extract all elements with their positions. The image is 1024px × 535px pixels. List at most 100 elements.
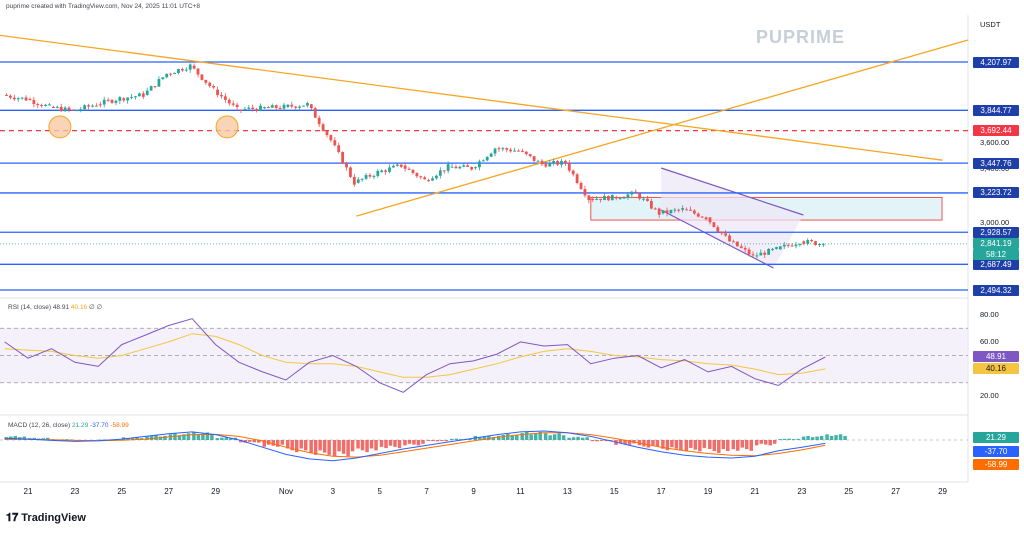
macd-line[interactable]	[4, 430, 826, 462]
candle-body[interactable]	[638, 193, 642, 199]
current-price-label[interactable]: 2,841.19	[973, 238, 1019, 250]
candle-body[interactable]	[708, 217, 712, 223]
macd-histogram-bar[interactable]	[440, 440, 444, 441]
candle-body[interactable]	[798, 243, 802, 245]
macd-histogram-bar[interactable]	[158, 436, 163, 440]
macd-histogram-bar[interactable]	[487, 435, 491, 440]
candle-body[interactable]	[118, 97, 122, 101]
macd-histogram-bar[interactable]	[280, 440, 285, 445]
candle-body[interactable]	[247, 107, 251, 109]
macd-histogram-bar[interactable]	[670, 440, 674, 448]
candle-body[interactable]	[755, 255, 759, 257]
signal-value-label[interactable]: -58.99	[973, 458, 1019, 470]
candle-body[interactable]	[821, 243, 825, 245]
candle-body[interactable]	[450, 166, 454, 168]
candle-body[interactable]	[352, 176, 356, 185]
candle-body[interactable]	[442, 170, 446, 172]
candle-body[interactable]	[700, 216, 704, 218]
candle-body[interactable]	[446, 164, 450, 171]
macd-histogram-bar[interactable]	[571, 437, 576, 440]
candle-body[interactable]	[192, 65, 196, 69]
macd-histogram-bar[interactable]	[332, 440, 337, 457]
candle-body[interactable]	[313, 108, 317, 118]
macd-value-label[interactable]: -37.70	[973, 445, 1019, 457]
candle-body[interactable]	[388, 167, 391, 172]
macd-histogram-bar[interactable]	[515, 434, 519, 440]
candle-body[interactable]	[470, 166, 473, 170]
candle-body[interactable]	[661, 210, 665, 214]
candle-body[interactable]	[720, 231, 724, 234]
candle-body[interactable]	[94, 105, 98, 107]
macd-histogram-bar[interactable]	[491, 437, 496, 440]
descending-trendline[interactable]	[0, 34, 943, 161]
macd-histogram-bar[interactable]	[412, 440, 416, 445]
macd-histogram-bar[interactable]	[740, 440, 745, 448]
candle-body[interactable]	[345, 163, 348, 168]
macd-histogram-bar[interactable]	[679, 440, 683, 451]
macd-histogram-bar[interactable]	[454, 438, 459, 440]
candle-body[interactable]	[649, 200, 653, 209]
macd-histogram-bar[interactable]	[843, 435, 847, 440]
candle-body[interactable]	[622, 197, 626, 199]
candle-body[interactable]	[642, 198, 645, 200]
candle-body[interactable]	[5, 94, 8, 96]
candle-body[interactable]	[360, 178, 364, 180]
macd-histogram-bar[interactable]	[322, 440, 327, 453]
macd-histogram-bar[interactable]	[309, 440, 313, 453]
macd-histogram-bar[interactable]	[838, 434, 843, 440]
macd-histogram-bar[interactable]	[749, 440, 754, 451]
candle-body[interactable]	[235, 104, 239, 108]
macd-histogram-bar[interactable]	[397, 440, 402, 449]
macd-signal-line[interactable]	[4, 432, 826, 458]
macd-histogram-bar[interactable]	[210, 434, 214, 440]
candle-body[interactable]	[782, 244, 786, 247]
macd-histogram-bar[interactable]	[552, 434, 557, 440]
candle-body[interactable]	[614, 197, 618, 199]
candle-body[interactable]	[603, 195, 606, 201]
macd-histogram-bar[interactable]	[220, 437, 224, 440]
macd-histogram-bar[interactable]	[529, 434, 533, 440]
candle-countdown-label[interactable]: 58:12	[973, 249, 1019, 261]
candle-body[interactable]	[724, 233, 728, 236]
candle-body[interactable]	[231, 103, 235, 105]
macd-histogram-bar[interactable]	[759, 440, 763, 444]
macd-histogram-bar[interactable]	[341, 440, 346, 454]
candle-body[interactable]	[431, 178, 434, 181]
candle-body[interactable]	[415, 173, 419, 177]
macd-histogram-bar[interactable]	[763, 440, 768, 445]
macd-histogram-bar[interactable]	[384, 440, 388, 449]
candle-body[interactable]	[173, 72, 176, 74]
level-price-label[interactable]: 2,494.32	[973, 284, 1019, 296]
rsi-line[interactable]	[4, 318, 826, 393]
candle-body[interactable]	[806, 240, 810, 244]
candle-body[interactable]	[775, 247, 778, 249]
macd-histogram-bar[interactable]	[248, 440, 252, 442]
candle-body[interactable]	[71, 109, 75, 111]
level-price-label[interactable]: 2,928.57	[973, 226, 1019, 238]
macd-histogram-bar[interactable]	[576, 436, 580, 440]
candle-body[interactable]	[474, 167, 477, 169]
candle-body[interactable]	[618, 198, 622, 200]
candle-body[interactable]	[137, 93, 141, 97]
macd-histogram-bar[interactable]	[196, 434, 201, 440]
marked-point-circle[interactable]	[48, 115, 72, 139]
candle-body[interactable]	[462, 165, 466, 167]
macd-histogram-bar[interactable]	[642, 440, 646, 447]
candle-body[interactable]	[165, 73, 169, 78]
candle-body[interactable]	[521, 150, 524, 152]
candle-body[interactable]	[689, 209, 692, 211]
candle-body[interactable]	[532, 156, 536, 161]
macd-histogram-bar[interactable]	[13, 435, 18, 440]
candle-body[interactable]	[759, 252, 763, 256]
candle-body[interactable]	[44, 104, 47, 106]
candle-body[interactable]	[243, 108, 247, 110]
level-price-label[interactable]: 3,844.77	[973, 104, 1019, 116]
candle-body[interactable]	[630, 191, 634, 195]
macd-histogram-bar[interactable]	[810, 437, 815, 440]
candle-body[interactable]	[438, 170, 442, 176]
candle-body[interactable]	[145, 90, 149, 95]
macd-histogram-bar[interactable]	[712, 440, 717, 452]
macd-histogram-bar[interactable]	[801, 436, 806, 440]
candle-body[interactable]	[458, 166, 462, 169]
candle-body[interactable]	[704, 217, 708, 220]
